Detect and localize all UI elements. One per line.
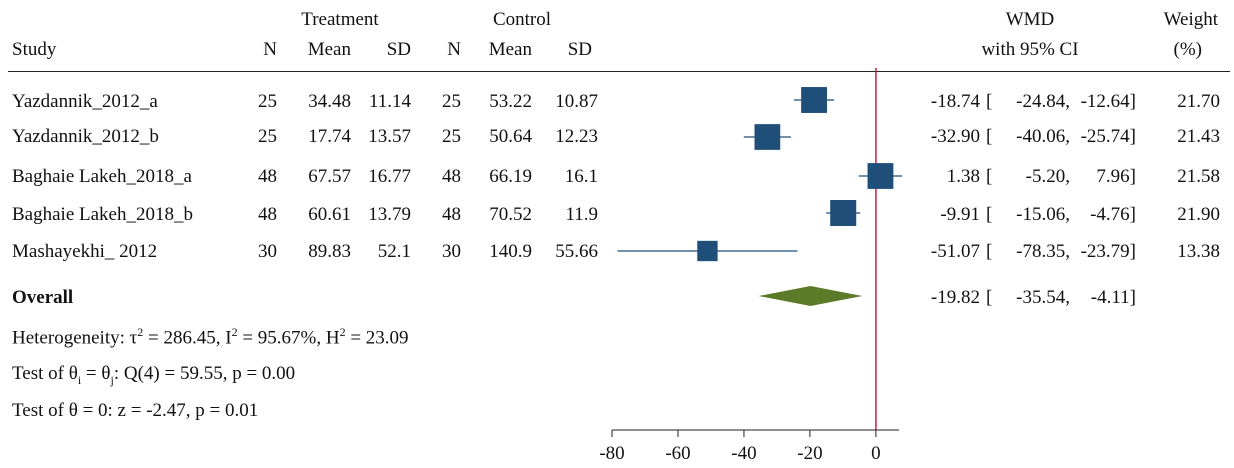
- study-name: Mashayekhi_ 2012: [12, 241, 158, 262]
- x-tick-label: -20: [797, 443, 822, 464]
- study-name: Baghaie Lakeh_2018_b: [12, 204, 193, 225]
- heterogeneity-stats: Heterogeneity: τ2 = 286.45, I2 = 95.67%,…: [12, 325, 409, 349]
- ci-open-bracket: [: [986, 126, 993, 147]
- ci-lower: -24.84,: [1016, 91, 1070, 112]
- ci-header: with 95% CI: [981, 39, 1079, 60]
- treatment-mean-header: Mean: [307, 39, 351, 60]
- control-mean: 53.22: [489, 91, 532, 112]
- wmd-value: -9.91: [940, 204, 980, 225]
- control-mean-header: Mean: [488, 39, 532, 60]
- control-sd-header: SD: [567, 39, 592, 60]
- header-rule: [8, 71, 1230, 72]
- ci-upper: -4.76]: [1090, 204, 1136, 225]
- control-n-header: N: [447, 39, 461, 60]
- ci-open-bracket: [: [986, 166, 993, 187]
- wmd-header: WMD: [1005, 9, 1055, 30]
- control-mean: 66.19: [489, 166, 532, 187]
- control-mean: 140.9: [489, 241, 532, 262]
- treatment-sd: 16.77: [368, 166, 411, 187]
- control-sd: 12.23: [555, 126, 598, 147]
- ci-open-bracket: [: [986, 241, 993, 262]
- treatment-mean: 60.61: [308, 204, 351, 225]
- ci-lower: -78.35,: [1016, 241, 1070, 262]
- control-n: 30: [442, 241, 461, 262]
- ci-upper: -12.64]: [1080, 91, 1136, 112]
- treatment-n: 48: [258, 204, 277, 225]
- treatment-sd: 52.1: [377, 241, 411, 262]
- overall-label: Overall: [12, 287, 74, 308]
- treatment-mean: 17.74: [308, 126, 351, 147]
- study-effect-marker: [830, 200, 857, 226]
- control-n: 25: [442, 91, 461, 112]
- treatment-n: 48: [258, 166, 277, 187]
- treatment-n: 25: [258, 126, 277, 147]
- control-sd: 10.87: [555, 91, 598, 112]
- treatment-n-header: N: [263, 39, 277, 60]
- x-tick-label: -40: [731, 443, 756, 464]
- study-name: Baghaie Lakeh_2018_a: [12, 166, 192, 187]
- wmd-value: -51.07: [930, 241, 980, 262]
- treatment-n: 25: [258, 91, 277, 112]
- weight-value: 21.70: [1177, 91, 1220, 112]
- control-header: Control: [492, 9, 552, 30]
- ci-upper: -23.79]: [1080, 241, 1136, 262]
- treatment-sd: 13.79: [368, 204, 411, 225]
- weight-value: 21.43: [1177, 126, 1220, 147]
- ci-open-bracket: [: [986, 91, 993, 112]
- treatment-mean: 89.83: [308, 241, 351, 262]
- homogeneity-test: Test of θi = θj: Q(4) = 59.55, p = 0.00: [12, 363, 296, 387]
- ci-lower: -5.20,: [1025, 166, 1070, 187]
- study-effect-marker: [867, 163, 894, 189]
- wmd-value: 1.38: [946, 166, 980, 187]
- wmd-value: -32.90: [930, 126, 980, 147]
- x-tick-label: 0: [871, 443, 881, 464]
- control-n: 25: [442, 126, 461, 147]
- control-mean: 70.52: [489, 204, 532, 225]
- ci-upper: -25.74]: [1080, 126, 1136, 147]
- study-effect-marker: [697, 240, 718, 262]
- treatment-mean: 34.48: [308, 91, 351, 112]
- control-sd: 55.66: [555, 241, 598, 262]
- control-sd: 16.1: [564, 166, 598, 187]
- ci-open-bracket: [: [986, 204, 993, 225]
- control-mean: 50.64: [489, 126, 532, 147]
- pct-header: (%): [1173, 39, 1202, 60]
- ci-open-bracket: [: [986, 287, 993, 308]
- treatment-header: Treatment: [301, 9, 379, 30]
- overall-ci-lower: -35.54,: [1016, 287, 1070, 308]
- control-n: 48: [442, 204, 461, 225]
- overall-effect-test: Test of θ = 0: z = -2.47, p = 0.01: [12, 400, 259, 421]
- treatment-sd: 13.57: [368, 126, 411, 147]
- weight-value: 13.38: [1177, 241, 1220, 262]
- overall-diamond: [758, 286, 863, 306]
- treatment-sd: 11.14: [368, 91, 411, 112]
- ci-upper: 7.96]: [1096, 166, 1136, 187]
- study-effect-marker: [754, 124, 781, 150]
- study-column-header: Study: [12, 39, 57, 60]
- x-tick-label: -80: [599, 443, 624, 464]
- overall-ci-upper: -4.11]: [1090, 287, 1136, 308]
- study-name: Yazdannik_2012_b: [12, 126, 159, 147]
- study-effect-marker: [801, 87, 828, 113]
- study-name: Yazdannik_2012_a: [12, 91, 158, 112]
- treatment-mean: 67.57: [308, 166, 351, 187]
- treatment-n: 30: [258, 241, 277, 262]
- weight-value: 21.90: [1177, 204, 1220, 225]
- weight-header: Weight: [1163, 9, 1218, 30]
- wmd-value: -18.74: [930, 91, 980, 112]
- treatment-sd-header: SD: [386, 39, 411, 60]
- control-n: 48: [442, 166, 461, 187]
- ci-lower: -40.06,: [1016, 126, 1070, 147]
- overall-wmd: -19.82: [930, 287, 980, 308]
- ci-lower: -15.06,: [1016, 204, 1070, 225]
- control-sd: 11.9: [565, 204, 598, 225]
- weight-value: 21.58: [1177, 166, 1220, 187]
- x-tick-label: -60: [665, 443, 690, 464]
